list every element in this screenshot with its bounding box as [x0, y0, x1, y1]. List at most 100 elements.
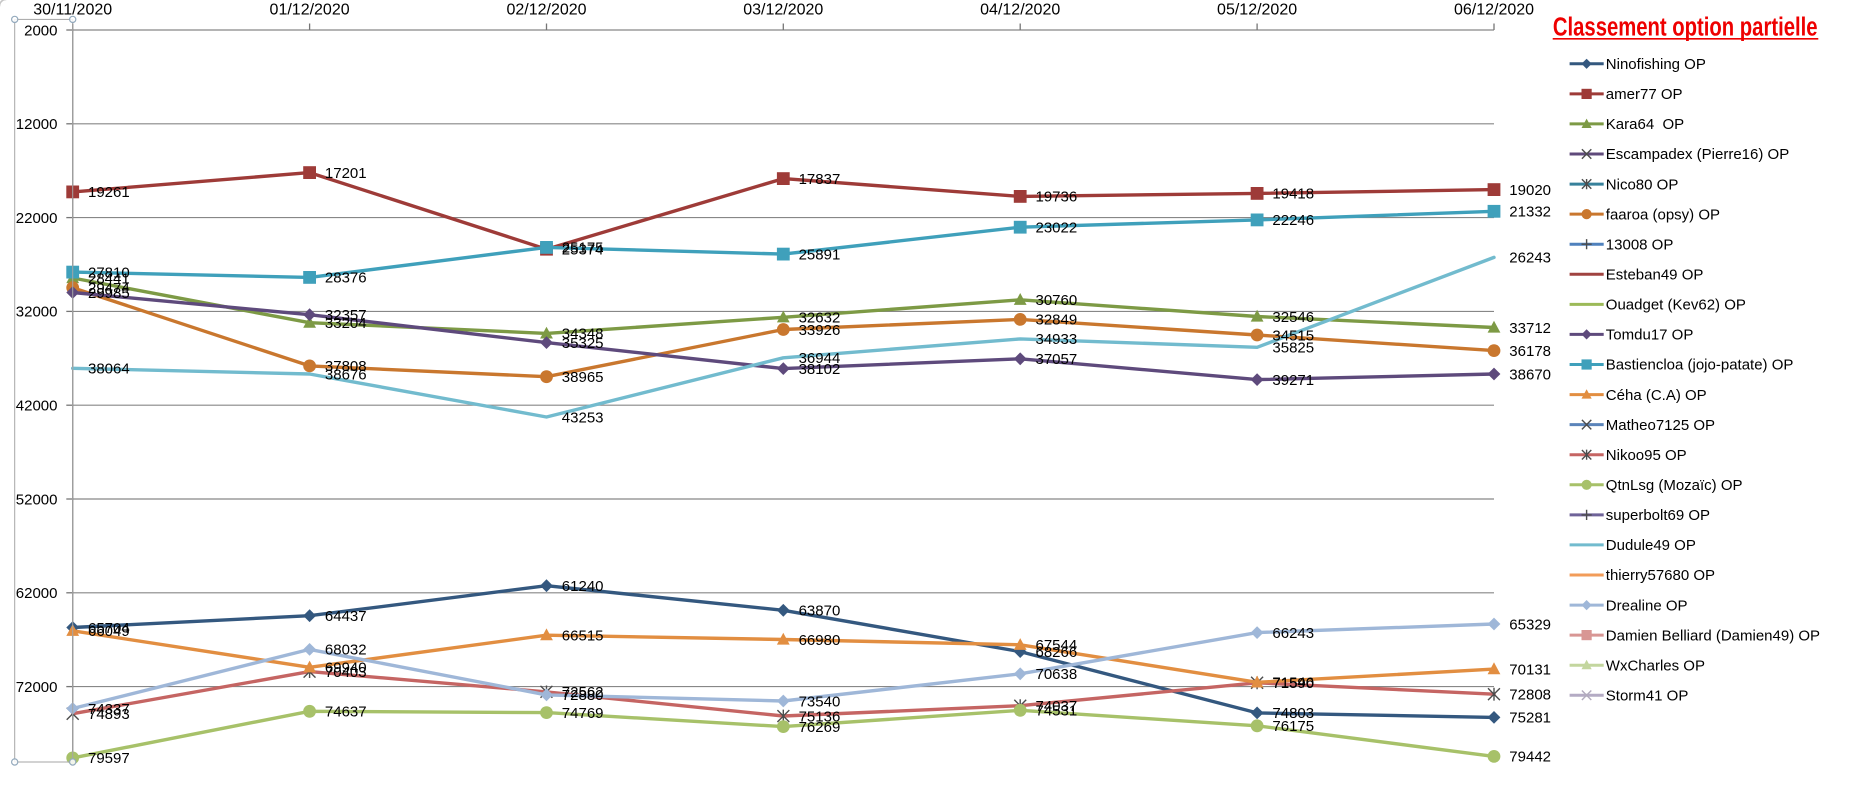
svg-text:70638: 70638 [1036, 666, 1078, 683]
svg-text:61240: 61240 [562, 578, 604, 595]
svg-text:19418: 19418 [1272, 186, 1314, 203]
svg-text:25374: 25374 [562, 242, 604, 259]
svg-text:33712: 33712 [1509, 320, 1551, 337]
svg-text:65704: 65704 [88, 620, 130, 637]
svg-text:22246: 22246 [1272, 212, 1314, 229]
svg-text:38064: 38064 [88, 361, 130, 378]
svg-text:30760: 30760 [1036, 292, 1078, 309]
svg-text:27810: 27810 [88, 264, 130, 281]
svg-text:65329: 65329 [1509, 616, 1551, 633]
svg-text:38676: 38676 [325, 366, 367, 383]
svg-text:62000: 62000 [16, 585, 58, 602]
svg-text:75136: 75136 [799, 708, 841, 725]
svg-text:74769: 74769 [562, 705, 604, 722]
svg-text:28441: 28441 [88, 270, 130, 287]
svg-text:06/12/2020: 06/12/2020 [1454, 2, 1534, 19]
svg-text:Drealine OP: Drealine OP [1606, 597, 1688, 614]
svg-text:Escampadex (Pierre16) OP: Escampadex (Pierre16) OP [1606, 146, 1789, 163]
svg-text:66515: 66515 [562, 628, 604, 645]
svg-text:32849: 32849 [1036, 312, 1078, 329]
svg-text:33926: 33926 [799, 322, 841, 339]
svg-text:67544: 67544 [1036, 637, 1078, 654]
svg-text:39271: 39271 [1272, 372, 1314, 389]
svg-text:Bastiencloa (jojo-patate) OP: Bastiencloa (jojo-patate) OP [1606, 357, 1794, 374]
svg-text:42000: 42000 [16, 398, 58, 415]
svg-text:Nico80 OP: Nico80 OP [1606, 176, 1679, 193]
svg-text:21332: 21332 [1509, 204, 1551, 221]
svg-text:72562: 72562 [562, 684, 604, 701]
svg-text:70403: 70403 [325, 664, 367, 681]
svg-text:74037: 74037 [1036, 698, 1078, 715]
svg-text:Nikoo95 OP: Nikoo95 OP [1606, 447, 1687, 464]
svg-text:25891: 25891 [799, 246, 841, 263]
svg-text:43253: 43253 [562, 409, 604, 426]
svg-text:22000: 22000 [16, 210, 58, 227]
svg-text:72000: 72000 [16, 679, 58, 696]
svg-text:05/12/2020: 05/12/2020 [1217, 2, 1297, 19]
svg-text:63870: 63870 [799, 603, 841, 620]
svg-text:68266: 68266 [1036, 644, 1078, 661]
svg-text:26243: 26243 [1509, 250, 1551, 267]
svg-text:74893: 74893 [88, 706, 130, 723]
svg-text:32357: 32357 [325, 307, 367, 324]
svg-text:68032: 68032 [325, 642, 367, 659]
svg-text:34348: 34348 [562, 326, 604, 343]
svg-text:52000: 52000 [16, 491, 58, 508]
svg-text:32546: 32546 [1272, 309, 1314, 326]
svg-text:17837: 17837 [799, 171, 841, 188]
svg-text:03/12/2020: 03/12/2020 [743, 2, 823, 19]
svg-text:37057: 37057 [1036, 351, 1078, 368]
svg-text:Tomdu17 OP: Tomdu17 OP [1606, 327, 1694, 344]
svg-text:37808: 37808 [325, 358, 367, 375]
svg-text:Céha (C.A) OP: Céha (C.A) OP [1606, 387, 1707, 404]
svg-text:32632: 32632 [799, 310, 841, 327]
svg-text:75281: 75281 [1509, 710, 1551, 727]
svg-text:71590: 71590 [1272, 675, 1314, 692]
svg-text:74337: 74337 [88, 701, 130, 718]
svg-text:34933: 34933 [1036, 331, 1078, 348]
svg-text:Kara64 OP: Kara64 OP [1606, 116, 1684, 133]
svg-text:33204: 33204 [325, 315, 367, 332]
svg-text:amer77 OP: amer77 OP [1606, 86, 1683, 103]
svg-text:Matheo7125 OP: Matheo7125 OP [1606, 417, 1715, 434]
svg-text:64437: 64437 [325, 608, 367, 625]
svg-text:66243: 66243 [1272, 625, 1314, 642]
svg-text:25175: 25175 [562, 240, 604, 257]
svg-text:04/12/2020: 04/12/2020 [980, 2, 1060, 19]
svg-text:29474: 29474 [88, 280, 130, 297]
svg-text:17201: 17201 [325, 165, 367, 182]
svg-text:76269: 76269 [799, 719, 841, 736]
svg-text:19261: 19261 [88, 184, 130, 201]
svg-text:Ninofishing OP: Ninofishing OP [1606, 56, 1706, 73]
svg-text:thierry57680 OP: thierry57680 OP [1606, 567, 1715, 584]
svg-text:66049: 66049 [88, 623, 130, 640]
svg-text:69940: 69940 [325, 660, 367, 677]
svg-text:Classement option partielle: Classement option partielle [1553, 12, 1818, 41]
svg-text:Esteban49 OP: Esteban49 OP [1606, 267, 1704, 284]
svg-text:QtnLsg (Mozaïc) OP: QtnLsg (Mozaïc) OP [1606, 477, 1743, 494]
svg-text:35325: 35325 [562, 335, 604, 352]
svg-text:19736: 19736 [1036, 189, 1078, 206]
svg-text:Ouadget (Kev62) OP: Ouadget (Kev62) OP [1606, 297, 1746, 314]
svg-text:19020: 19020 [1509, 182, 1551, 199]
svg-text:74531: 74531 [1036, 703, 1078, 720]
svg-text:Dudule49 OP: Dudule49 OP [1606, 537, 1696, 554]
svg-text:79597: 79597 [88, 750, 130, 767]
svg-text:superbolt69 OP: superbolt69 OP [1606, 507, 1710, 524]
svg-text:2000: 2000 [24, 22, 57, 39]
svg-text:WxCharles OP: WxCharles OP [1606, 657, 1705, 674]
svg-text:76175: 76175 [1272, 718, 1314, 735]
svg-text:34515: 34515 [1272, 327, 1314, 344]
svg-text:Damien Belliard (Damien49) OP: Damien Belliard (Damien49) OP [1606, 627, 1820, 644]
svg-text:38670: 38670 [1509, 366, 1551, 383]
svg-text:73540: 73540 [799, 693, 841, 710]
svg-text:13008 OP: 13008 OP [1606, 236, 1674, 253]
svg-text:79442: 79442 [1509, 749, 1551, 766]
svg-text:29985: 29985 [88, 285, 130, 302]
svg-text:72808: 72808 [1509, 687, 1551, 704]
svg-text:70131: 70131 [1509, 661, 1551, 678]
svg-text:02/12/2020: 02/12/2020 [506, 2, 586, 19]
svg-text:72880: 72880 [562, 687, 604, 704]
svg-text:Storm41 OP: Storm41 OP [1606, 688, 1689, 705]
svg-text:35825: 35825 [1272, 340, 1314, 357]
